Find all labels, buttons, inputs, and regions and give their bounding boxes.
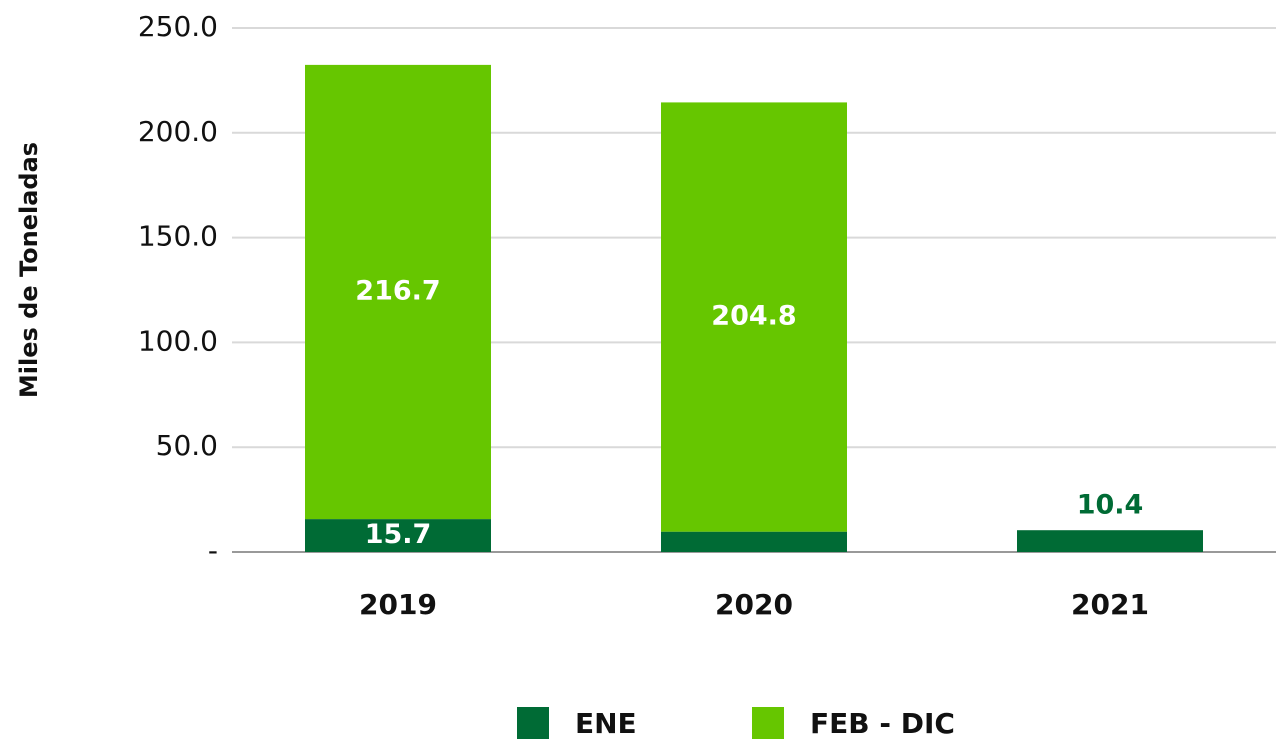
legend-label: ENE — [575, 707, 637, 740]
bar-segment — [1017, 530, 1203, 552]
data-label: 216.7 — [355, 275, 440, 306]
data-label: 15.7 — [365, 519, 432, 550]
y-tick-label: 50.0 — [156, 429, 218, 462]
bar-segment — [305, 64, 491, 520]
y-tick-label: 100.0 — [138, 324, 218, 357]
x-tick-label: 2021 — [1071, 588, 1149, 621]
bar-segment — [305, 519, 491, 552]
x-tick-label: 2020 — [715, 588, 793, 621]
y-tick-label: 250.0 — [138, 10, 218, 43]
y-axis-label: Miles de Toneladas — [15, 142, 43, 398]
bar-segment — [661, 531, 847, 552]
x-tick-label: 2019 — [359, 588, 437, 621]
bar-segment — [661, 102, 847, 532]
y-tick-label: 150.0 — [138, 220, 218, 253]
y-tick-label: 200.0 — [138, 115, 218, 148]
legend-swatch — [752, 707, 784, 739]
legend-swatch — [517, 707, 549, 739]
legend-label: FEB - DIC — [810, 707, 955, 740]
data-label: 204.8 — [711, 301, 796, 332]
data-label: 10.4 — [1077, 490, 1144, 521]
y-tick-label: - — [208, 534, 218, 567]
